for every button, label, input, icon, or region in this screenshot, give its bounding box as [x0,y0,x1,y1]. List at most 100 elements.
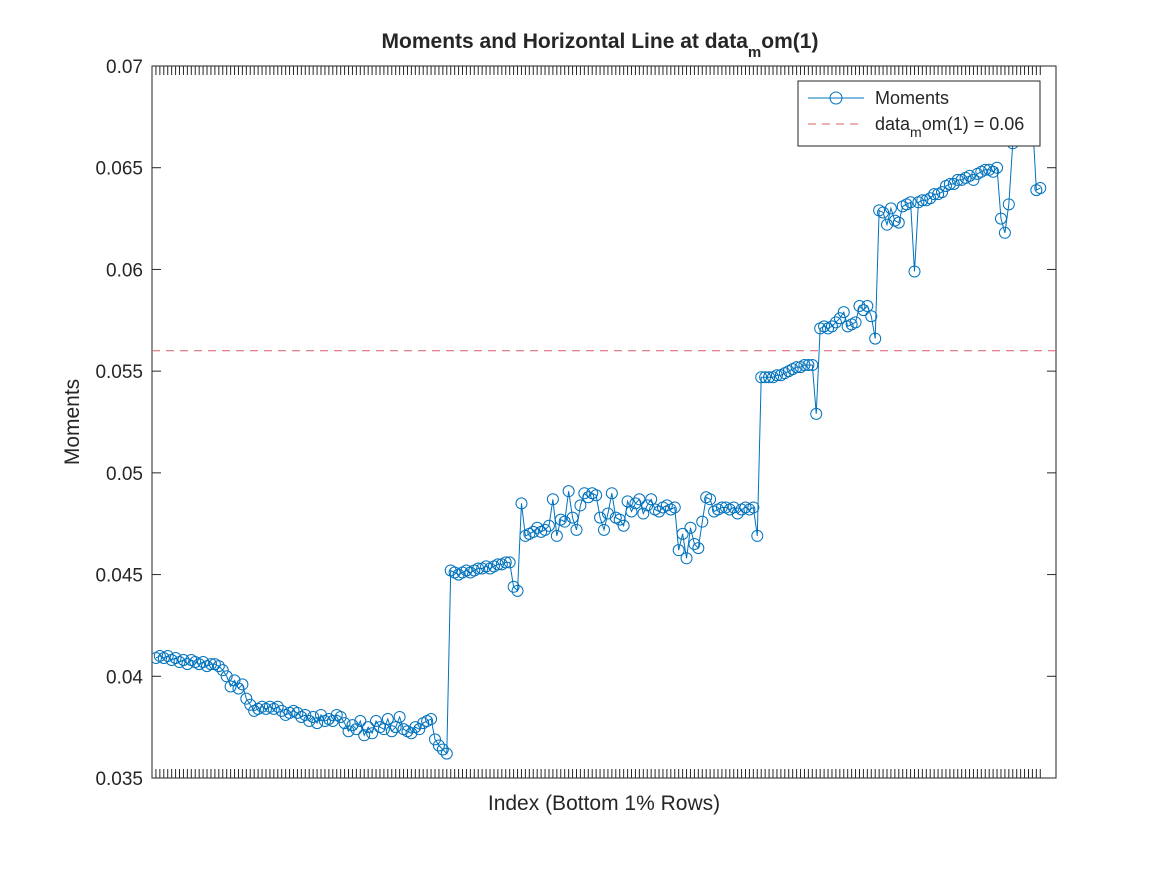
data-point [161,649,174,662]
data-point [590,489,603,502]
data-point [428,733,441,746]
data-point [727,501,740,514]
data-point [629,497,642,510]
data-point [220,670,233,683]
data-point [425,713,438,726]
y-tick-label: 0.035 [95,769,143,790]
data-point [224,680,237,693]
data-point [660,499,673,512]
legend-reference-label: datamom(1) = 0.06 [875,114,1024,140]
data-point [527,525,540,538]
data-point [908,265,921,278]
chart-title: Moments and Horizontal Line at datamom(1… [382,30,819,61]
data-point [338,717,351,730]
data-point [645,493,658,506]
data-point [275,704,288,717]
data-point [405,727,418,740]
data-point [747,501,760,514]
legend: Moments datamom(1) = 0.06 [797,80,1041,147]
data-point [704,493,717,506]
data-point [377,723,390,736]
data-point [358,729,371,742]
data-point [177,654,190,667]
data-point [342,725,355,738]
data-point [991,161,1004,174]
series-line-moments [155,108,1041,755]
data-point [943,177,956,190]
data-point [849,316,862,329]
data-point [228,674,241,687]
data-point [928,188,941,201]
x-axis-ticks [155,66,1041,778]
data-point [311,717,324,730]
y-tick-label: 0.065 [95,159,143,180]
data-point [385,725,398,738]
data-point [715,501,728,514]
data-point [641,499,654,512]
legend-box [797,80,1041,147]
data-point [334,710,347,723]
data-point [755,371,768,384]
plot-frame [151,65,1057,779]
data-point [790,361,803,374]
data-point [389,721,402,734]
data-point [574,499,587,512]
data-point [232,682,245,695]
data-point [598,523,610,536]
data-point [637,507,650,520]
data-point [853,300,866,313]
data-point [169,651,182,664]
data-point [354,715,367,728]
data-point [892,216,905,229]
data-point [578,487,591,500]
y-tick-label: 0.045 [95,566,143,587]
data-point [503,556,516,569]
data-point [951,173,964,186]
data-point [216,664,229,677]
data-point [869,332,882,345]
data-point [798,359,811,372]
data-point [967,173,980,186]
data-point [668,501,681,514]
data-point [307,710,320,723]
data-point [303,715,316,728]
data-point [837,306,850,319]
y-axis-label: Moments [61,379,84,465]
x-axis-label: Index (Bottom 1% Rows) [488,792,720,815]
data-point [507,580,520,593]
data-point [806,359,819,372]
data-point [362,721,375,734]
y-tick-label: 0.06 [106,260,143,281]
data-point [366,727,379,740]
data-point [692,542,705,555]
data-point [326,715,339,728]
data-point [904,196,917,209]
data-point [916,194,929,207]
data-point [539,523,552,536]
data-point [684,521,697,534]
data-point [315,708,328,721]
data-point [350,723,363,736]
data-point [594,511,607,524]
data-point [562,485,575,498]
data-point [393,710,406,723]
data-point [833,312,846,325]
data-point [617,519,630,532]
chart-title-subscript: m [748,44,761,61]
y-tick-label: 0.04 [106,667,143,688]
data-point [381,713,394,726]
data-point [861,300,874,313]
data-point [197,656,210,669]
data-point [979,163,992,176]
data-point [688,538,701,551]
data-point [994,212,1007,225]
data-point [440,747,453,760]
data-point [924,192,937,205]
data-point [625,505,638,518]
data-point [884,202,897,215]
data-point [731,507,744,520]
data-point [829,316,842,329]
y-tick-label: 0.05 [106,464,143,485]
data-point [181,658,194,671]
data-point [1002,198,1015,211]
